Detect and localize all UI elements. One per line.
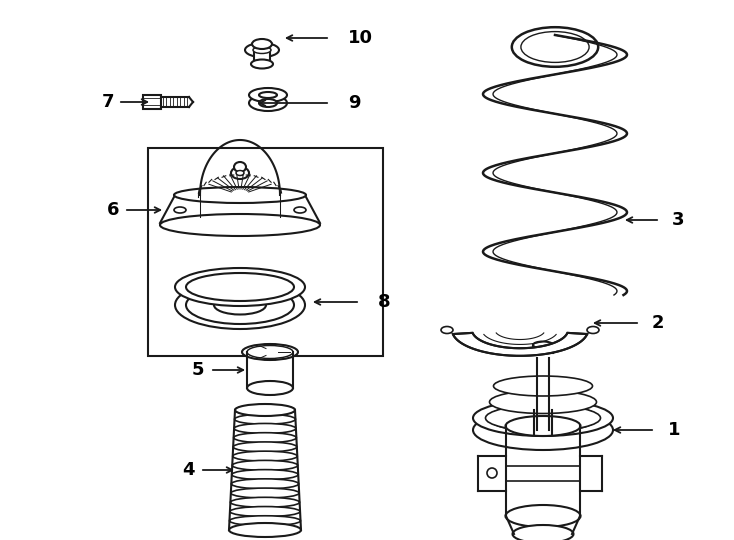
Text: 8: 8 — [378, 293, 390, 311]
Text: 7: 7 — [102, 93, 115, 111]
Ellipse shape — [506, 505, 581, 527]
Ellipse shape — [247, 346, 293, 359]
Ellipse shape — [490, 390, 597, 414]
Ellipse shape — [233, 451, 297, 461]
Ellipse shape — [236, 171, 244, 176]
Ellipse shape — [493, 376, 592, 396]
Ellipse shape — [259, 99, 277, 107]
Ellipse shape — [231, 479, 299, 489]
Ellipse shape — [235, 414, 296, 424]
Text: 1: 1 — [668, 421, 680, 439]
Ellipse shape — [230, 516, 300, 526]
Ellipse shape — [249, 88, 287, 102]
Text: 5: 5 — [192, 361, 204, 379]
Text: 10: 10 — [348, 29, 373, 47]
Ellipse shape — [231, 167, 249, 179]
Ellipse shape — [242, 344, 298, 360]
Ellipse shape — [232, 461, 298, 470]
Ellipse shape — [294, 207, 306, 213]
Ellipse shape — [230, 497, 299, 507]
Ellipse shape — [232, 470, 298, 480]
Ellipse shape — [487, 468, 497, 478]
Ellipse shape — [174, 207, 186, 213]
Ellipse shape — [234, 423, 296, 434]
Ellipse shape — [186, 286, 294, 324]
Text: 3: 3 — [672, 211, 685, 229]
Ellipse shape — [229, 523, 301, 537]
Bar — [533, 345, 553, 353]
Ellipse shape — [247, 381, 293, 395]
Ellipse shape — [506, 416, 581, 436]
Ellipse shape — [235, 405, 295, 415]
Ellipse shape — [229, 525, 301, 535]
Ellipse shape — [186, 273, 294, 301]
Ellipse shape — [249, 95, 287, 111]
Ellipse shape — [441, 327, 453, 334]
Ellipse shape — [473, 410, 613, 450]
Text: 9: 9 — [348, 94, 360, 112]
Ellipse shape — [230, 507, 300, 517]
Text: 4: 4 — [182, 461, 195, 479]
Ellipse shape — [174, 187, 306, 203]
Ellipse shape — [235, 404, 295, 416]
Ellipse shape — [259, 92, 277, 98]
Ellipse shape — [233, 442, 297, 452]
Ellipse shape — [253, 46, 271, 53]
Ellipse shape — [245, 43, 279, 57]
Ellipse shape — [533, 341, 553, 348]
Ellipse shape — [473, 400, 613, 436]
Ellipse shape — [233, 433, 297, 443]
Bar — [254, 50, 270, 64]
Ellipse shape — [214, 295, 266, 314]
Bar — [143, 95, 161, 109]
Ellipse shape — [234, 162, 246, 172]
Ellipse shape — [587, 327, 599, 334]
Ellipse shape — [175, 281, 305, 329]
Ellipse shape — [512, 525, 573, 540]
Text: 2: 2 — [652, 314, 664, 332]
Ellipse shape — [160, 214, 320, 236]
Ellipse shape — [485, 405, 600, 431]
Polygon shape — [453, 333, 587, 356]
Ellipse shape — [251, 59, 273, 69]
Ellipse shape — [175, 268, 305, 306]
Ellipse shape — [488, 404, 598, 432]
Bar — [148, 148, 383, 356]
Ellipse shape — [252, 39, 272, 49]
Text: 6: 6 — [106, 201, 119, 219]
Ellipse shape — [231, 488, 299, 498]
